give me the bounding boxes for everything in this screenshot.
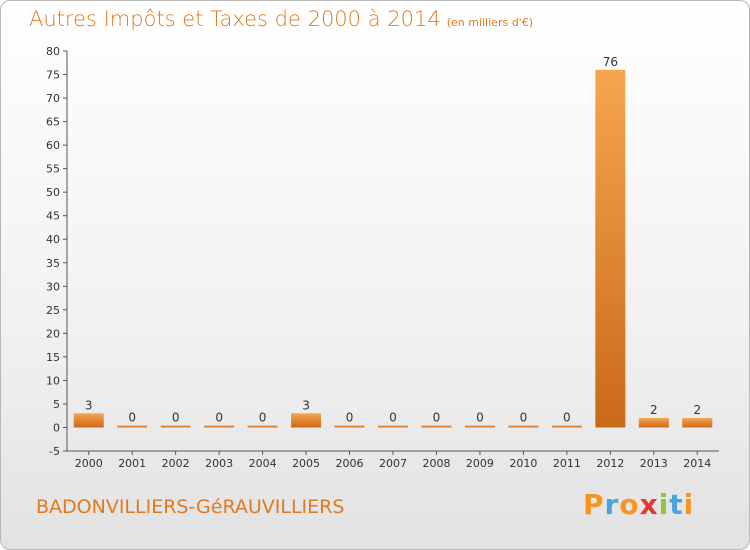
title-text: Autres Impôts et Taxes de 2000 à 2014	[29, 7, 441, 31]
logo-letter: t	[669, 488, 684, 521]
data-label: 0	[128, 410, 136, 424]
data-label: 0	[215, 410, 223, 424]
y-tick-label: 30	[46, 280, 60, 293]
y-tick-label: 45	[46, 210, 60, 223]
data-label: 3	[85, 398, 93, 412]
data-label: 2	[650, 403, 658, 417]
y-tick-label: 60	[46, 139, 60, 152]
bar	[291, 413, 322, 428]
logo-letter: P	[583, 488, 605, 521]
x-tick-label: 2011	[553, 457, 581, 470]
x-tick-label: 2014	[683, 457, 711, 470]
bar	[464, 425, 495, 428]
bar	[682, 418, 713, 428]
logo-letter: o	[619, 488, 640, 521]
y-tick-label: 75	[46, 69, 60, 82]
bar	[247, 425, 278, 428]
x-tick-label: 2008	[422, 457, 450, 470]
y-tick-label: 20	[46, 327, 60, 340]
x-tick-label: 2010	[509, 457, 537, 470]
bar	[73, 413, 104, 428]
bar	[551, 425, 582, 428]
x-tick-label: 2004	[249, 457, 277, 470]
x-tick-label: 2001	[118, 457, 146, 470]
y-tick-label: 5	[53, 398, 60, 411]
y-tick-label: 35	[46, 257, 60, 270]
bar	[160, 425, 191, 428]
x-tick-label: 2013	[640, 457, 668, 470]
chart-title: Autres Impôts et Taxes de 2000 à 2014 (en…	[29, 7, 533, 31]
bar	[117, 425, 148, 428]
bar	[421, 425, 452, 428]
data-label: 0	[259, 410, 267, 424]
x-tick-label: 2009	[466, 457, 494, 470]
y-tick-label: 40	[46, 233, 60, 246]
data-label: 2	[693, 403, 701, 417]
logo-letter: x	[639, 488, 659, 521]
data-label: 0	[520, 410, 528, 424]
bar	[508, 425, 539, 428]
logo-letter: i	[658, 488, 670, 521]
x-tick-label: 2002	[162, 457, 190, 470]
bar	[204, 425, 235, 428]
bar	[638, 418, 669, 428]
data-label: 0	[476, 410, 484, 424]
bar	[595, 69, 626, 428]
bar	[378, 425, 408, 428]
y-tick-label: 15	[46, 351, 60, 364]
y-tick-label: 70	[46, 92, 60, 105]
y-tick-label: 80	[46, 45, 60, 58]
x-tick-label: 2012	[596, 457, 624, 470]
proxiti-logo: Proxiti	[583, 488, 694, 521]
bar	[334, 425, 365, 428]
x-tick-label: 2006	[336, 457, 364, 470]
y-tick-label: 0	[53, 421, 60, 434]
logo-letter: r	[604, 488, 620, 521]
x-tick-label: 2007	[379, 457, 407, 470]
data-label: 0	[563, 410, 571, 424]
y-tick-label: -5	[49, 445, 60, 458]
data-label: 76	[603, 55, 618, 69]
x-tick-label: 2005	[292, 457, 320, 470]
data-label: 0	[433, 410, 441, 424]
y-tick-label: 65	[46, 116, 60, 129]
y-tick-label: 25	[46, 304, 60, 317]
data-label: 0	[172, 410, 180, 424]
data-label: 0	[346, 410, 354, 424]
data-label: 0	[389, 410, 397, 424]
y-tick-label: 55	[46, 163, 60, 176]
y-tick-label: 10	[46, 374, 60, 387]
title-unit: (en milliers d'€)	[446, 16, 533, 29]
x-tick-label: 2000	[75, 457, 103, 470]
y-tick-label: 50	[46, 186, 60, 199]
data-label: 3	[302, 398, 310, 412]
logo-letter: i	[683, 488, 695, 521]
city-name: BADONVILLIERS-GéRAUVILLIERS	[36, 496, 345, 518]
x-tick-label: 2003	[205, 457, 233, 470]
